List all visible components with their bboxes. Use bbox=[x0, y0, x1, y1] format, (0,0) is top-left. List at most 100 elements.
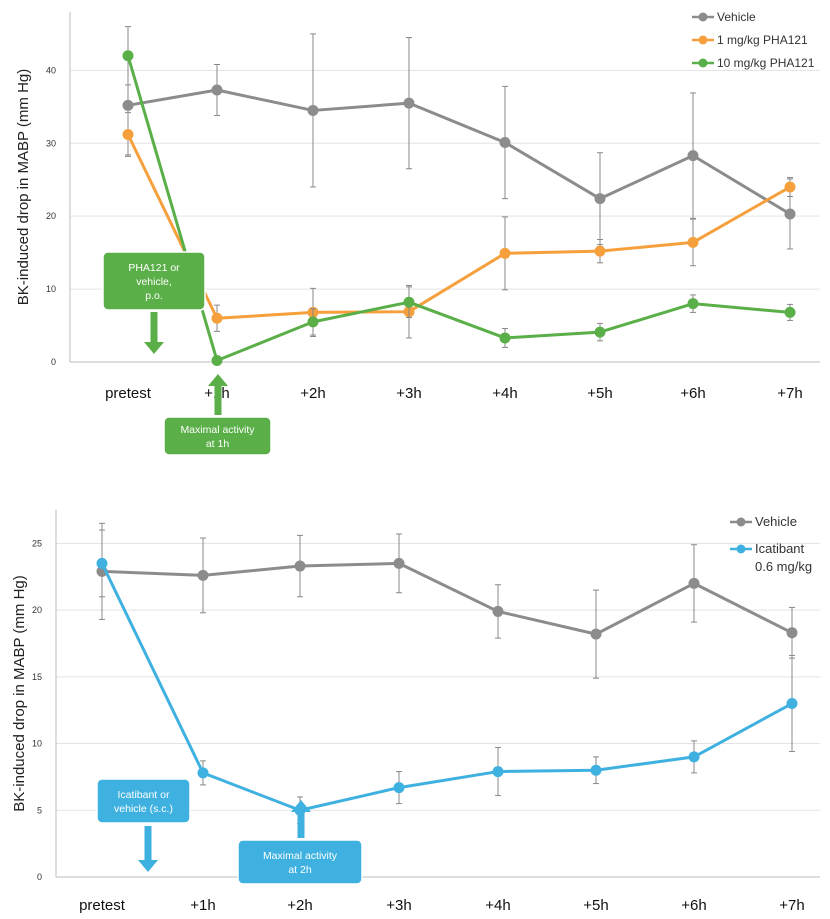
arrow-down-icon bbox=[138, 826, 158, 872]
x-tick-label: pretest bbox=[79, 897, 126, 914]
y-tick-label: 5 bbox=[37, 805, 42, 815]
series-line bbox=[101, 561, 793, 636]
x-tick-label: +6h bbox=[681, 897, 706, 914]
x-tick-label: +7h bbox=[779, 897, 804, 914]
data-point bbox=[590, 764, 602, 776]
annotation-text: at 1h bbox=[206, 438, 230, 450]
data-point bbox=[687, 298, 699, 310]
annotation-text: p.o. bbox=[145, 290, 163, 302]
data-point bbox=[393, 782, 405, 794]
legend-label: Vehicle bbox=[755, 514, 797, 529]
data-point bbox=[211, 355, 223, 367]
data-point bbox=[197, 569, 209, 581]
legend: Vehicle 1 mg/kg PHA121 10 mg/kg PHA121 bbox=[692, 10, 815, 70]
data-point bbox=[786, 698, 798, 710]
data-point bbox=[784, 306, 796, 318]
annotation-text: vehicle (s.c.) bbox=[114, 803, 173, 815]
data-point bbox=[688, 751, 700, 763]
y-tick-label: 15 bbox=[32, 672, 42, 682]
data-point bbox=[96, 557, 108, 569]
y-tick-label: 25 bbox=[32, 538, 42, 548]
data-point bbox=[307, 104, 319, 116]
x-tick-label: +7h bbox=[777, 385, 802, 402]
chart-top: 0 10 20 30 40 BK-induced drop in MABP (mm Hg)… bbox=[15, 10, 820, 456]
series-line bbox=[100, 562, 793, 812]
legend-label: 10 mg/kg PHA121 bbox=[717, 56, 815, 70]
data-point bbox=[499, 332, 511, 344]
y-tick-label: 0 bbox=[37, 872, 42, 882]
series-line bbox=[126, 133, 791, 320]
legend-label: Vehicle bbox=[717, 10, 756, 24]
data-point bbox=[122, 50, 134, 62]
annotation-text: Maximal activity bbox=[263, 850, 338, 862]
y-tick-label: 10 bbox=[46, 284, 56, 294]
data-point bbox=[594, 193, 606, 205]
annotation-callout: PHA121 or vehicle, p.o. bbox=[102, 251, 206, 354]
legend-label: Icatibant bbox=[755, 541, 805, 556]
data-point bbox=[594, 245, 606, 257]
x-tick-label: +6h bbox=[680, 385, 705, 402]
data-point bbox=[492, 605, 504, 617]
annotation-callout: Icatibant or vehicle (s.c.) bbox=[96, 778, 191, 872]
x-tick-label: +3h bbox=[396, 385, 421, 402]
legend-label: 1 mg/kg PHA121 bbox=[717, 33, 808, 47]
x-tick-label: +2h bbox=[287, 897, 312, 914]
x-tick-label: +5h bbox=[587, 385, 612, 402]
arrow-up-icon bbox=[208, 374, 228, 415]
data-point bbox=[197, 767, 209, 779]
data-point bbox=[403, 97, 415, 109]
data-point bbox=[499, 137, 511, 149]
data-point bbox=[687, 236, 699, 248]
annotation-box bbox=[102, 251, 206, 311]
legend-swatch-marker bbox=[698, 58, 708, 68]
y-tick-label: 0 bbox=[51, 357, 56, 367]
annotation-text: Maximal activity bbox=[180, 424, 255, 436]
data-point bbox=[590, 628, 602, 640]
series-2 bbox=[96, 529, 798, 825]
annotation-box bbox=[96, 778, 191, 824]
y-tick-label: 30 bbox=[46, 138, 56, 148]
y-tick-label: 20 bbox=[32, 605, 42, 615]
data-point bbox=[784, 208, 796, 220]
y-axis-label: BK-induced drop in MABP (mm Hg) bbox=[11, 575, 28, 811]
arrow-down-icon bbox=[144, 312, 164, 354]
data-point bbox=[122, 129, 134, 140]
legend-swatch-marker bbox=[736, 544, 746, 554]
legend-swatch-marker bbox=[736, 517, 746, 527]
x-tick-label: +4h bbox=[492, 385, 517, 402]
annotation-text: PHA121 or bbox=[128, 262, 180, 274]
data-point bbox=[294, 560, 306, 572]
series-1 bbox=[96, 522, 798, 679]
legend-label: 0.6 mg/kg bbox=[755, 559, 812, 574]
arrow-up-icon bbox=[291, 800, 311, 838]
legend-swatch-marker bbox=[698, 12, 708, 22]
x-tick-label: +3h bbox=[386, 897, 411, 914]
y-tick-label: 40 bbox=[46, 65, 56, 75]
series-1 bbox=[122, 33, 796, 250]
data-point bbox=[403, 296, 415, 308]
y-tick-label: 10 bbox=[32, 739, 42, 749]
data-point bbox=[687, 150, 699, 162]
data-point bbox=[688, 577, 700, 589]
x-tick-label: +2h bbox=[300, 385, 325, 402]
legend-swatch-marker bbox=[698, 35, 708, 45]
data-point bbox=[786, 627, 798, 639]
annotation-callout: Maximal activity at 1h bbox=[163, 374, 272, 456]
series-3 bbox=[122, 26, 796, 367]
legend: Vehicle Icatibant 0.6 mg/kg bbox=[730, 514, 812, 574]
annotation-text: vehicle, bbox=[136, 276, 172, 288]
series-line bbox=[127, 88, 791, 216]
data-point bbox=[307, 316, 319, 328]
data-point bbox=[122, 99, 134, 111]
annotation-text: Icatibant or bbox=[118, 789, 170, 801]
y-tick-label: 20 bbox=[46, 211, 56, 221]
annotation-text: at 2h bbox=[288, 864, 312, 876]
data-point bbox=[492, 766, 504, 778]
y-axis-label: BK-induced drop in MABP (mm Hg) bbox=[15, 69, 32, 305]
series-line bbox=[126, 55, 791, 363]
data-point bbox=[499, 247, 511, 259]
x-tick-label: +4h bbox=[485, 897, 510, 914]
chart-bottom: 0 5 10 15 20 25 BK-induced drop in MABP (mm Hg… bbox=[11, 510, 820, 914]
data-point bbox=[594, 326, 606, 338]
